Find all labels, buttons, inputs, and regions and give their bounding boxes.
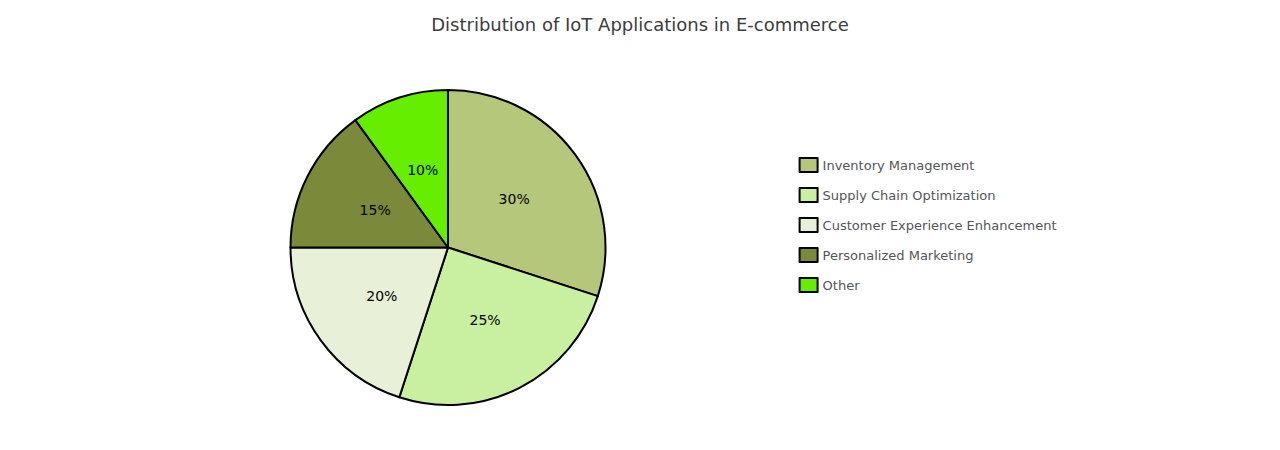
svg-text:Personalized Marketing: Personalized Marketing — [823, 248, 974, 263]
svg-text:Supply Chain Optimization: Supply Chain Optimization — [823, 188, 996, 203]
svg-text:Other: Other — [823, 278, 861, 293]
svg-text:Distribution of IoT Applicatio: Distribution of IoT Applications in E-co… — [431, 14, 849, 35]
svg-text:Inventory Management: Inventory Management — [823, 158, 975, 173]
svg-text:Customer Experience Enhancemen: Customer Experience Enhancement — [823, 218, 1057, 233]
svg-text:15%: 15% — [360, 202, 391, 218]
svg-text:20%: 20% — [366, 288, 397, 304]
svg-text:10%: 10% — [407, 162, 438, 178]
svg-text:30%: 30% — [499, 191, 530, 207]
svg-text:25%: 25% — [470, 312, 501, 328]
